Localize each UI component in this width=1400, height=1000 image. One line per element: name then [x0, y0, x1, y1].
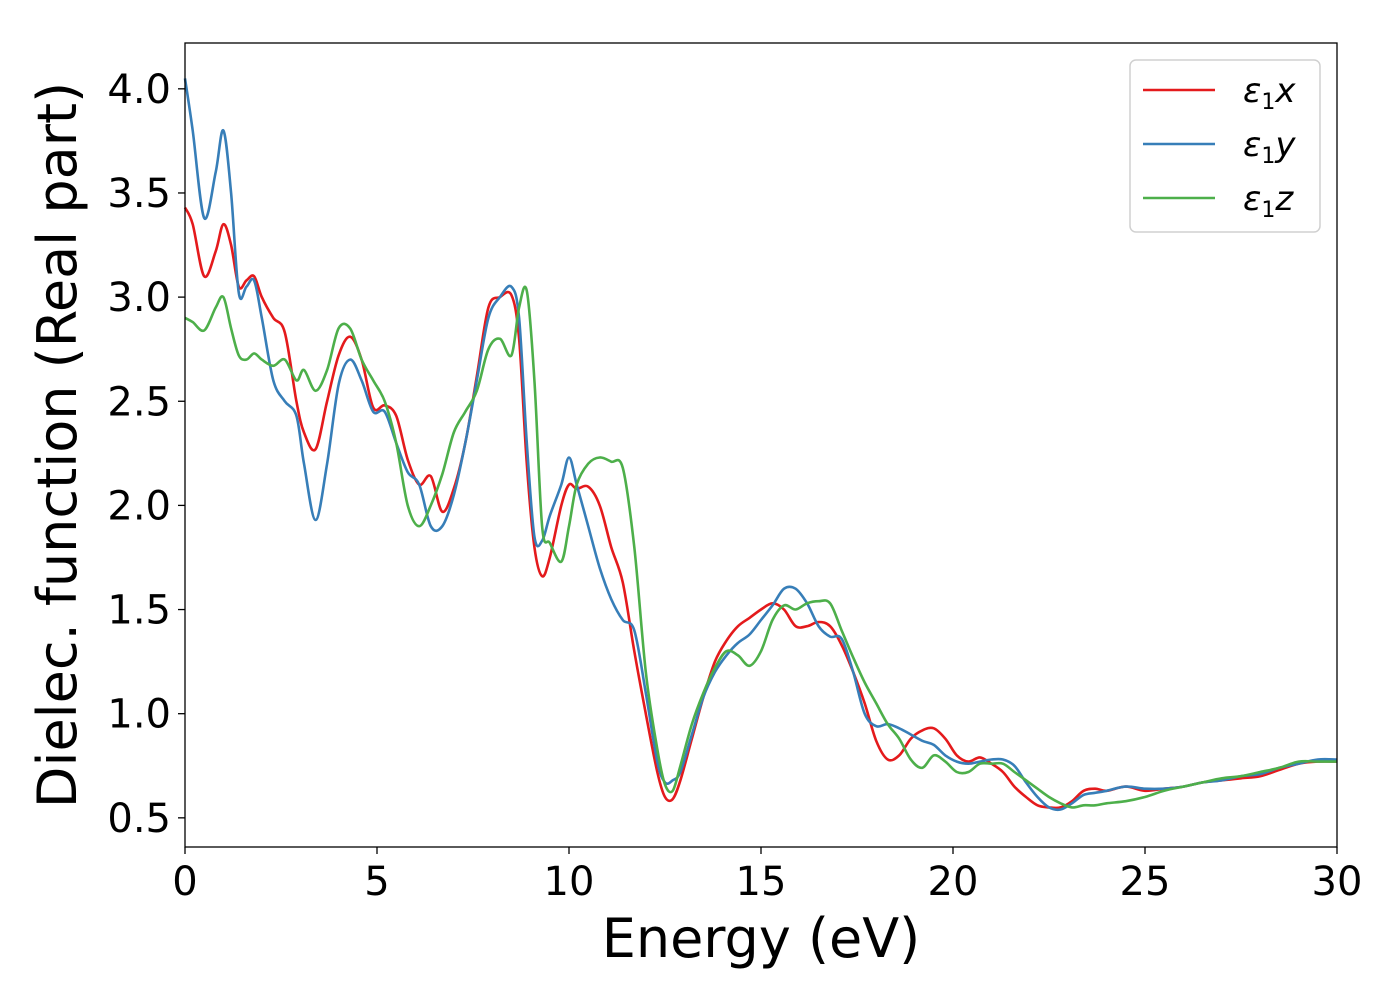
y-tick-label: 1.0 — [107, 692, 171, 738]
y-tick-label: 1.5 — [107, 588, 171, 634]
legend-entries: ε1x ε1y ε1z — [1143, 71, 1296, 223]
y-tick-label: 0.5 — [107, 796, 171, 842]
legend-box — [1129, 59, 1321, 233]
y-tick-label: 3.0 — [107, 275, 171, 321]
x-tick-label: 15 — [736, 859, 787, 905]
x-tick-label: 25 — [1120, 859, 1171, 905]
x-tick-label: 20 — [928, 859, 979, 905]
legend: ε1x ε1y ε1z — [1129, 59, 1321, 233]
x-axis-title: Energy (eV) — [602, 907, 921, 970]
series-layer — [183, 78, 1338, 812]
legend-label-2: ε1z — [1243, 179, 1294, 223]
y-tick-label: 2.5 — [107, 379, 171, 425]
x-tick-label: 30 — [1312, 859, 1363, 905]
x-tick-label: 5 — [364, 859, 389, 905]
series-line-1 — [183, 78, 1338, 812]
y-tick-label: 3.5 — [107, 171, 171, 217]
series-line-2 — [184, 285, 1337, 809]
legend-label-1: ε1y — [1243, 125, 1296, 169]
x-tick-label: 0 — [172, 859, 197, 905]
x-axis: 0 5 10 15 20 25 30 — [172, 847, 1362, 905]
x-tick-label: 10 — [544, 859, 595, 905]
y-tick-label: 4.0 — [107, 67, 171, 113]
y-axis-title: Dielec. function (Real part) — [26, 82, 89, 808]
y-axis: 0.5 1.0 1.5 2.0 2.5 3.0 3.5 4.0 — [107, 67, 185, 842]
y-tick-label: 2.0 — [107, 483, 171, 529]
series-line-0 — [183, 206, 1338, 810]
legend-label-0: ε1x — [1243, 71, 1296, 115]
